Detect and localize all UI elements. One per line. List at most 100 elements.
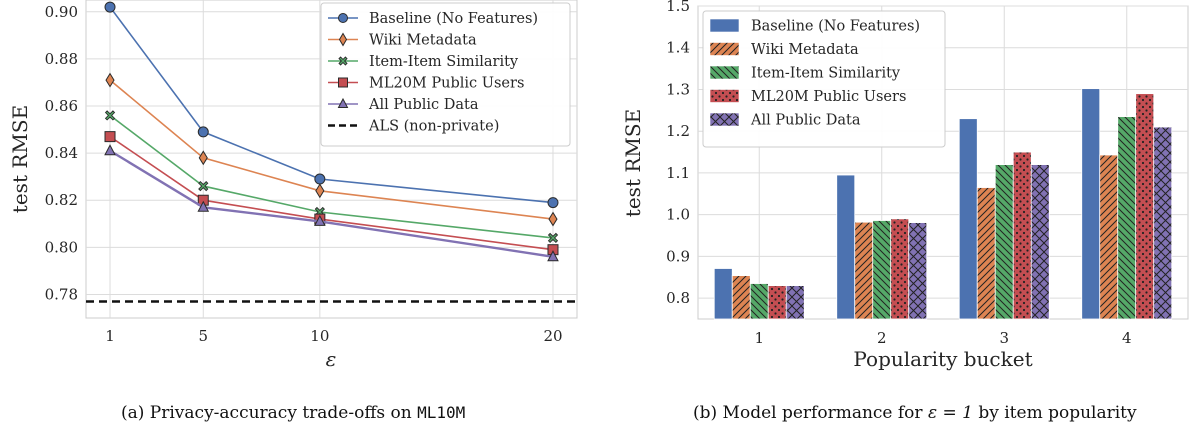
legend-swatch bbox=[709, 42, 740, 56]
legend-swatch bbox=[709, 89, 740, 103]
bar bbox=[890, 218, 910, 320]
x-tick-labels: 1 2 3 4 bbox=[754, 329, 1131, 347]
marker-circle bbox=[314, 173, 326, 185]
legend-swatch bbox=[709, 112, 740, 127]
caption-text: (a) Privacy-accuracy trade-offs on bbox=[121, 403, 417, 423]
bar bbox=[1012, 151, 1032, 320]
bar bbox=[976, 187, 996, 320]
legend-label: All Public Data bbox=[368, 97, 479, 113]
bar bbox=[1117, 116, 1137, 320]
marker-circle bbox=[197, 126, 209, 138]
legend-label: Wiki Metadata bbox=[369, 33, 477, 49]
series-line bbox=[109, 135, 554, 251]
marker-square bbox=[104, 131, 116, 143]
legend-label: ML20M Public Users bbox=[751, 89, 906, 105]
marker-x bbox=[198, 180, 209, 192]
bar bbox=[1153, 126, 1173, 320]
marker-diamond bbox=[548, 211, 558, 227]
bar bbox=[1135, 93, 1155, 320]
marker-circle bbox=[104, 1, 116, 13]
y-tick-label: 0.78 bbox=[45, 285, 78, 303]
bar bbox=[872, 220, 892, 320]
x-tick-label: 5 bbox=[198, 327, 208, 345]
bar bbox=[1099, 154, 1119, 320]
legend-label: ML20M Public Users bbox=[369, 76, 524, 92]
marker-x bbox=[338, 56, 348, 66]
bar bbox=[958, 118, 978, 320]
series-line bbox=[109, 149, 554, 258]
marker-x bbox=[104, 110, 116, 121]
caption-text: by item popularity bbox=[973, 403, 1137, 423]
y-tick-label: 0.84 bbox=[45, 144, 78, 162]
caption-math: ε = 1 bbox=[928, 403, 973, 423]
x-tick-label: 1 bbox=[105, 327, 115, 345]
marker-triangle bbox=[337, 97, 349, 108]
bar bbox=[1081, 88, 1101, 320]
legend: Baseline (No Features) Wiki Metadata Item-… bbox=[702, 10, 946, 148]
legend-label: Item-Item Similarity bbox=[369, 54, 519, 70]
x-tick-label: 2 bbox=[877, 329, 887, 347]
marker-triangle bbox=[547, 250, 559, 262]
bar bbox=[994, 164, 1014, 320]
legend-label: Baseline (No Features) bbox=[751, 19, 920, 35]
series-line bbox=[109, 114, 554, 239]
marker-circle bbox=[338, 13, 348, 23]
caption: (b) Model performance for ε = 1 by item … bbox=[693, 403, 1137, 423]
legend-label: ALS (non-private) bbox=[368, 119, 499, 135]
series-group bbox=[104, 1, 559, 262]
marker-square bbox=[338, 77, 348, 88]
marker-circle bbox=[547, 197, 559, 209]
y-tick-label: 0.8 bbox=[666, 289, 690, 307]
y-tick-label: 1.4 bbox=[666, 39, 690, 57]
caption-code: ML10M bbox=[417, 403, 465, 422]
legend-swatch bbox=[709, 18, 740, 33]
y-tick-labels: 0.8 0.9 1.0 1.1 1.2 1.3 1.4 1.5 bbox=[666, 0, 690, 307]
caption-text: (b) Model performance for bbox=[693, 403, 928, 423]
legend-frame bbox=[320, 2, 571, 147]
x-axis-label: Popularity bucket bbox=[853, 347, 1032, 371]
bar bbox=[854, 221, 874, 320]
x-axis-label: ε bbox=[326, 347, 337, 371]
y-tick-label: 0.88 bbox=[45, 50, 78, 68]
y-axis-label: test RMSE bbox=[621, 109, 645, 217]
y-tick-label: 1.5 bbox=[666, 0, 690, 15]
x-tick-label: 10 bbox=[310, 327, 329, 345]
legend: Baseline (No Features) Wiki Metadata Item-… bbox=[320, 2, 571, 147]
y-tick-labels: 0.78 0.80 0.82 0.84 0.86 0.88 0.90 bbox=[45, 3, 78, 304]
bar bbox=[713, 268, 733, 320]
legend-swatch bbox=[709, 65, 740, 80]
bar bbox=[908, 222, 928, 320]
marker-diamond bbox=[315, 183, 325, 199]
bar bbox=[785, 285, 805, 320]
bar bbox=[836, 174, 856, 320]
y-tick-label: 0.9 bbox=[666, 247, 690, 265]
y-tick-label: 1.3 bbox=[666, 80, 690, 98]
marker-x bbox=[547, 232, 559, 244]
x-tick-label: 1 bbox=[754, 329, 764, 347]
marker-triangle bbox=[104, 144, 116, 156]
marker-triangle bbox=[197, 200, 210, 212]
legend-label: Baseline (No Features) bbox=[369, 11, 538, 27]
series-line bbox=[109, 6, 554, 204]
series-line bbox=[109, 79, 554, 220]
bar bbox=[767, 285, 787, 320]
marker-diamond bbox=[338, 32, 348, 47]
y-axis-label: test RMSE bbox=[8, 105, 32, 213]
y-tick-label: 0.82 bbox=[45, 191, 78, 209]
line-chart-panel: 0.78 0.80 0.82 0.84 0.86 0.88 0.90 1 5 10 20 test… bbox=[8, 0, 578, 423]
y-tick-label: 1.0 bbox=[666, 206, 690, 224]
x-tick-label: 4 bbox=[1122, 329, 1132, 347]
bar bbox=[749, 283, 769, 320]
y-tick-label: 0.90 bbox=[45, 3, 78, 21]
caption: (a) Privacy-accuracy trade-offs on ML10M bbox=[121, 403, 465, 423]
marker-diamond bbox=[105, 72, 115, 88]
legend-label: Wiki Metadata bbox=[751, 42, 859, 58]
x-tick-labels: 1 5 10 20 bbox=[105, 327, 562, 345]
x-tick-label: 3 bbox=[999, 329, 1009, 347]
marker-diamond bbox=[198, 150, 208, 166]
marker-triangle bbox=[314, 214, 326, 226]
y-tick-label: 1.2 bbox=[666, 122, 690, 140]
y-tick-label: 0.86 bbox=[45, 97, 78, 115]
